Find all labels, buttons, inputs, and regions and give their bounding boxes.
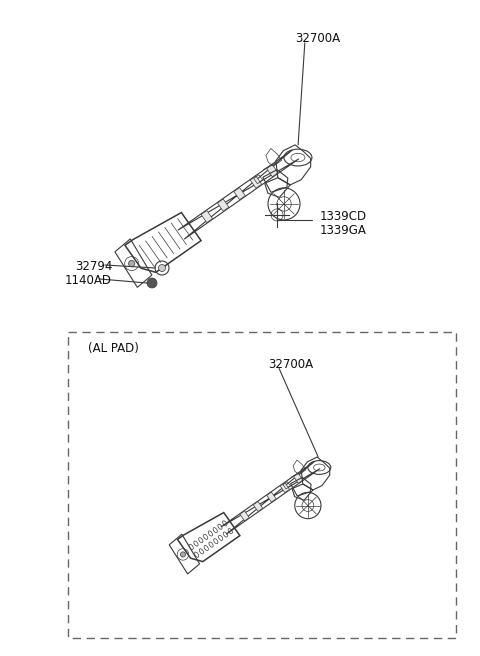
Polygon shape [267,492,276,502]
Circle shape [147,278,157,288]
Text: 1339CD: 1339CD [320,210,367,223]
Polygon shape [294,473,303,483]
Bar [68,332,456,638]
Polygon shape [201,211,213,222]
Polygon shape [280,483,289,493]
Text: 32794: 32794 [75,260,112,273]
Polygon shape [240,511,249,521]
Text: 32700A: 32700A [268,358,313,371]
Text: 32700A: 32700A [295,32,340,45]
Text: 1140AD: 1140AD [65,274,112,287]
Polygon shape [234,188,245,199]
Polygon shape [266,165,278,176]
Circle shape [180,552,186,557]
Polygon shape [250,176,262,188]
Text: 1339GA: 1339GA [320,224,367,237]
Text: (AL PAD): (AL PAD) [88,342,139,355]
Polygon shape [253,502,263,512]
Circle shape [158,264,166,272]
Polygon shape [217,199,229,211]
Circle shape [129,260,135,267]
